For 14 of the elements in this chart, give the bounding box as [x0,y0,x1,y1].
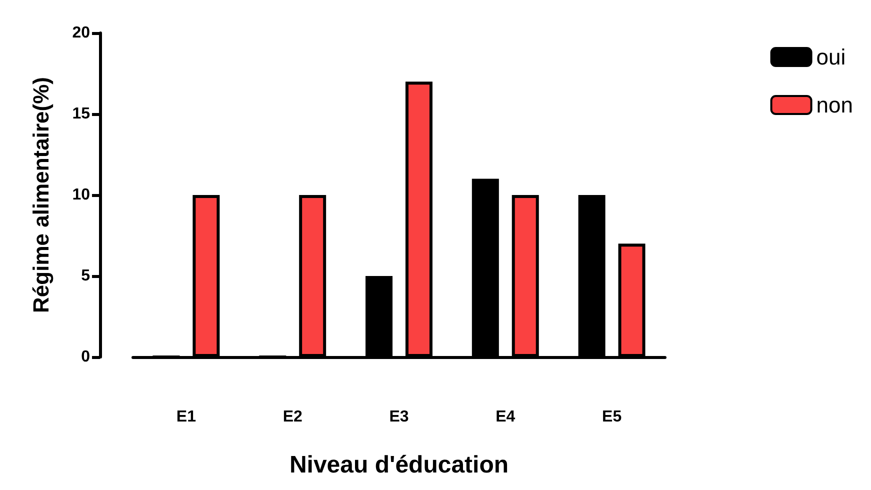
x-tick-label: E2 [282,408,302,426]
y-tick-label: 5 [81,268,90,284]
y-tick-label: 20 [72,24,90,42]
y-tick-label: 15 [72,106,90,122]
x-tick-label: E1 [176,408,196,426]
x-tick-label: E4 [496,408,516,426]
y-axis-title: Régime alimentaire(%) [28,77,54,313]
y-tick-label: 0 [81,348,90,366]
legend-label: oui [816,44,846,70]
x-tick-label: E3 [389,408,409,426]
y-tick-label: 10 [72,186,90,204]
x-axis-title: Niveau d'éducation [289,452,509,478]
legend-label: non [816,92,854,118]
x-tick-label: E5 [602,408,622,426]
